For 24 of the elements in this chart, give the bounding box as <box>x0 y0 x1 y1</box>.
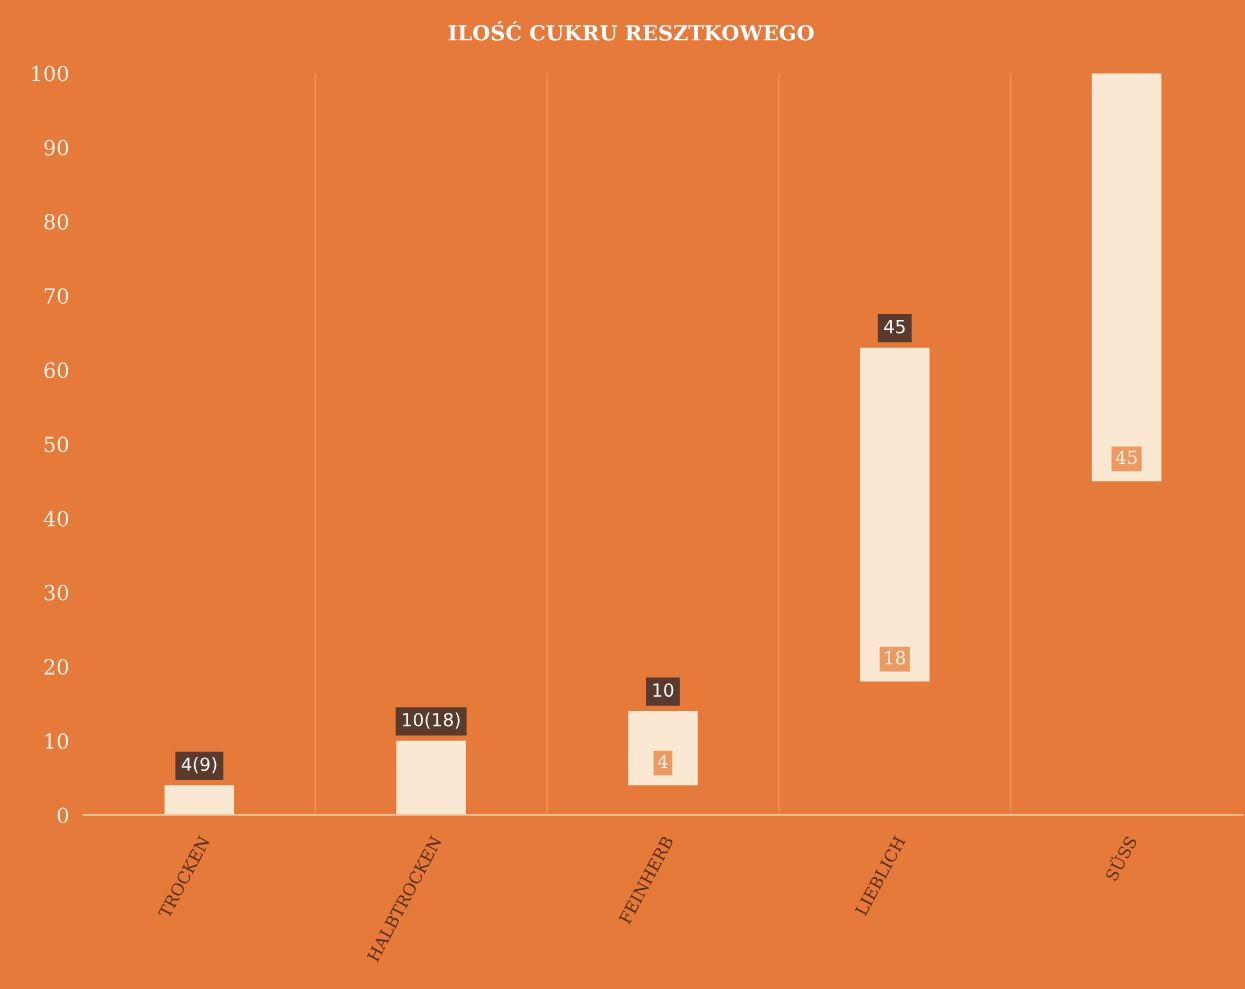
y-tick-label: 40 <box>43 510 69 527</box>
y-tick-label: 70 <box>44 288 69 304</box>
annotation: 18 <box>885 650 906 665</box>
y-tick-label: 60 <box>44 362 69 379</box>
annotation: 45 <box>1115 450 1137 465</box>
annotation: 4 <box>657 754 668 769</box>
bar <box>1091 73 1162 482</box>
bar <box>628 711 698 786</box>
y-tick-label: 90 <box>44 139 69 156</box>
annotation: 10(18) <box>403 712 460 729</box>
y-tick-label: 50 <box>44 436 69 453</box>
bar <box>396 740 466 815</box>
y-tick-label: 10 <box>45 733 69 749</box>
bar <box>860 347 930 682</box>
y-tick-label: 100 <box>32 65 69 82</box>
annotation: 4(9) <box>181 757 217 774</box>
y-tick-label: 30 <box>44 584 69 601</box>
y-tick-label: 0 <box>57 807 69 824</box>
bar <box>164 785 235 815</box>
y-tick-label: 80 <box>44 213 69 230</box>
chart-title: ILOŚĆ CUKRU RESZTKOWEGO <box>448 21 814 41</box>
y-tick-label: 20 <box>44 659 69 675</box>
annotation: 10 <box>653 683 674 697</box>
annotation: 45 <box>884 320 905 334</box>
